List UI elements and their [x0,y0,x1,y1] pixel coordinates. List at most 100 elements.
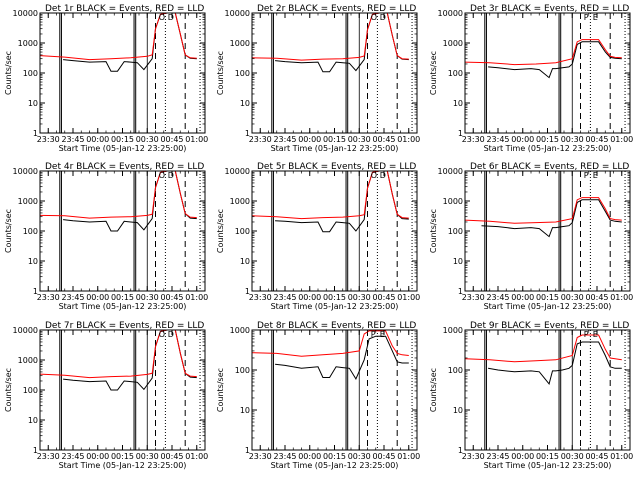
x-tick-label: 00:30 [561,135,584,144]
annotation-label: O [371,13,377,22]
x-tick-label: 00:45 [160,293,183,302]
annotation-label: P [371,330,376,339]
annotation-label: D [380,13,386,22]
x-tick-label: 00:30 [348,293,371,302]
x-tick-label: 00:30 [561,293,584,302]
y-tick-label: 1 [245,446,250,455]
x-tick-label: 23:30 [37,293,60,302]
y-axis-label: Counts/sec [4,209,13,253]
panel-title: Det 7r BLACK = Events, RED = LLD [45,321,204,331]
x-tick-label: 00:45 [585,293,608,302]
x-tick-label: 00:00 [86,135,109,144]
x-axis-label: Start Time (05-Jan-12 23:25:00) [271,144,399,153]
annotation-label: E [593,171,598,180]
panel-title: Det 8r BLACK = Events, RED = LLD [257,321,416,331]
y-tick-label: 1 [33,129,38,138]
x-tick-label: 00:30 [348,452,371,461]
x-tick-label: 00:15 [323,293,346,302]
x-tick-label: 23:45 [486,135,509,144]
x-tick-label: 00:45 [585,452,608,461]
x-tick-label: 00:15 [536,135,559,144]
annotation-label: P [584,13,589,22]
y-tick-label: 1000 [230,197,250,206]
x-tick-label: 01:00 [185,135,208,144]
panel-title: Det 4r BLACK = Events, RED = LLD [45,162,204,172]
y-tick-label: 10 [240,99,250,108]
x-tick-label: 23:30 [462,452,485,461]
x-tick-label: 00:00 [511,135,534,144]
x-tick-label: 01:00 [610,293,633,302]
y-tick-label: 10000 [438,9,463,18]
y-axis-label: Counts/sec [4,51,13,95]
x-tick-label: 00:30 [136,452,159,461]
annotation-label: O [159,171,165,180]
x-tick-label: 23:30 [462,293,485,302]
x-tick-label: 00:00 [511,452,534,461]
y-tick-label: 100 [23,69,38,78]
panel-title: Det 2r BLACK = Events, RED = LLD [257,4,416,14]
panel-title: Det 6r BLACK = Events, RED = LLD [470,162,629,172]
series-line-lld [252,330,409,357]
series-line-lld [40,171,197,219]
x-tick-label: 23:45 [486,452,509,461]
y-axis-label: Counts/sec [429,368,438,412]
y-tick-label: 1 [458,446,463,455]
x-tick-label: 23:30 [249,135,272,144]
y-tick-label: 10 [240,406,250,415]
y-tick-label: 10 [240,257,250,266]
annotation-label: P [584,171,589,180]
x-axis-label: Start Time (05-Jan-12 23:25:00) [59,461,187,470]
x-tick-label: 00:30 [561,452,584,461]
x-tick-label: 00:00 [86,293,109,302]
x-tick-label: 01:00 [397,452,420,461]
y-tick-label: 1 [458,129,463,138]
annotation-label: D [380,171,386,180]
y-axis-label: Counts/sec [429,209,438,253]
y-tick-label: 1000 [443,39,463,48]
x-tick-label: 01:00 [397,135,420,144]
x-tick-label: 23:45 [273,135,296,144]
x-tick-label: 23:30 [249,452,272,461]
series-line-events [488,41,622,79]
annotation-label: E [593,330,598,339]
series-line-events [275,335,409,380]
y-tick-label: 100 [23,386,38,395]
x-tick-label: 00:15 [323,135,346,144]
series-line-events [488,341,622,385]
y-axis-label: Counts/sec [429,51,438,95]
series-line-lld [252,13,409,61]
x-tick-label: 00:15 [536,293,559,302]
x-tick-label: 00:00 [298,293,321,302]
x-tick-label: 00:15 [323,452,346,461]
x-axis-label: Start Time (05-Jan-12 23:25:00) [484,144,612,153]
y-tick-label: 100 [448,366,463,375]
y-tick-label: 1000 [443,197,463,206]
y-tick-label: 10000 [225,167,250,176]
x-tick-label: 00:45 [372,293,395,302]
y-tick-label: 1 [245,287,250,296]
annotation-label: P [584,330,589,339]
x-tick-label: 23:45 [486,293,509,302]
y-tick-label: 10000 [13,9,38,18]
y-tick-label: 100 [235,366,250,375]
series-line-lld [40,330,197,379]
x-tick-label: 00:45 [372,452,395,461]
y-tick-label: 10000 [13,326,38,335]
y-tick-label: 10000 [438,167,463,176]
y-tick-label: 100 [235,227,250,236]
x-tick-label: 00:00 [298,135,321,144]
annotation-label: E [593,13,598,22]
x-axis-label: Start Time (05-Jan-12 23:25:00) [59,302,187,311]
x-tick-label: 01:00 [397,293,420,302]
x-tick-label: 00:15 [536,452,559,461]
x-tick-label: 00:15 [111,293,134,302]
x-tick-label: 01:00 [185,452,208,461]
